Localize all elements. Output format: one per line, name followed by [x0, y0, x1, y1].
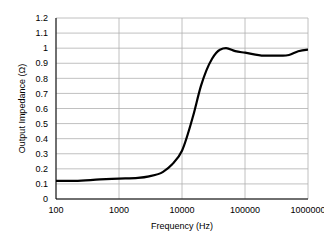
svg-text:1.2: 1.2 — [35, 13, 48, 23]
svg-text:0.5: 0.5 — [35, 119, 48, 129]
svg-text:0.3: 0.3 — [35, 149, 48, 159]
svg-text:1: 1 — [43, 43, 48, 53]
svg-text:1.1: 1.1 — [35, 28, 48, 38]
svg-text:Frequency (Hz): Frequency (Hz) — [151, 221, 213, 231]
svg-text:1000000: 1000000 — [290, 205, 324, 215]
svg-text:0.6: 0.6 — [35, 104, 48, 114]
svg-text:0.2: 0.2 — [35, 164, 48, 174]
svg-text:0.1: 0.1 — [35, 179, 48, 189]
svg-text:0.7: 0.7 — [35, 89, 48, 99]
svg-text:0.4: 0.4 — [35, 134, 48, 144]
svg-text:10000: 10000 — [169, 205, 194, 215]
svg-text:1000: 1000 — [109, 205, 129, 215]
svg-text:Output Impedance (Ω): Output Impedance (Ω) — [17, 64, 27, 153]
svg-text:0.8: 0.8 — [35, 74, 48, 84]
svg-text:100: 100 — [48, 205, 63, 215]
svg-text:100000: 100000 — [230, 205, 260, 215]
svg-text:0: 0 — [43, 194, 48, 204]
svg-text:0.9: 0.9 — [35, 58, 48, 68]
